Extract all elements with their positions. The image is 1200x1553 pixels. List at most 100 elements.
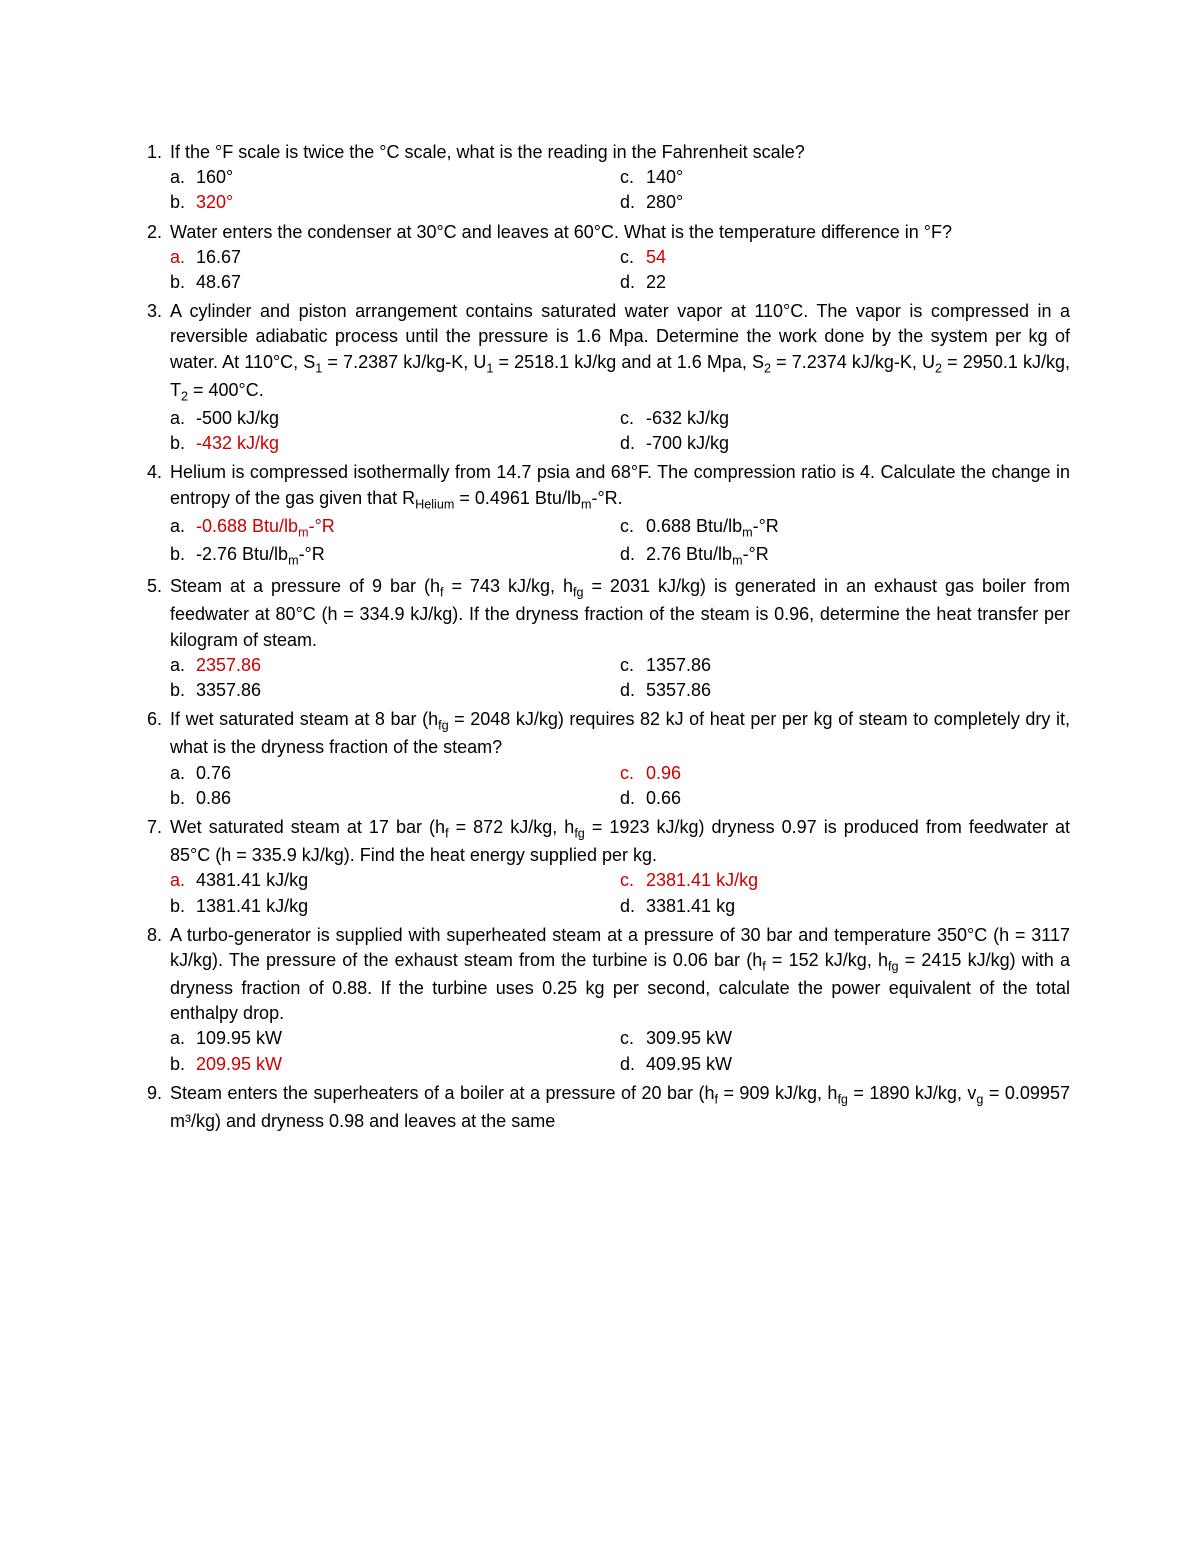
choice: c.140° bbox=[620, 165, 1070, 190]
question: 3.A cylinder and piston arrangement cont… bbox=[130, 299, 1070, 456]
question-text: Water enters the condenser at 30°C and l… bbox=[170, 220, 1070, 245]
choice: b.209.95 kW bbox=[170, 1052, 620, 1077]
choice-letter: b. bbox=[170, 431, 196, 456]
choice: c.2381.41 kJ/kg bbox=[620, 868, 1070, 893]
choice: d.280° bbox=[620, 190, 1070, 215]
choice-letter: a. bbox=[170, 514, 196, 542]
choice: c.54 bbox=[620, 245, 1070, 270]
choice-value: 48.67 bbox=[196, 270, 620, 295]
question-text: A turbo-generator is supplied with super… bbox=[170, 923, 1070, 1027]
choices: a.4381.41 kJ/kgb.1381.41 kJ/kgc.2381.41 … bbox=[170, 868, 1070, 918]
choice-letter: a. bbox=[170, 406, 196, 431]
choice: c.-632 kJ/kg bbox=[620, 406, 1070, 431]
question-number: 4. bbox=[130, 460, 170, 513]
choice-letter: a. bbox=[170, 165, 196, 190]
question-text: Steam enters the superheaters of a boile… bbox=[170, 1081, 1070, 1134]
choice-letter: b. bbox=[170, 678, 196, 703]
question-text: If wet saturated steam at 8 bar (hfg = 2… bbox=[170, 707, 1070, 760]
choices: a.-0.688 Btu/lbm-°Rb.-2.76 Btu/lbm-°Rc.0… bbox=[170, 514, 1070, 570]
choice-value: 409.95 kW bbox=[646, 1052, 1070, 1077]
question: 8.A turbo-generator is supplied with sup… bbox=[130, 923, 1070, 1077]
question: 5.Steam at a pressure of 9 bar (hf = 743… bbox=[130, 574, 1070, 703]
choice-value: 280° bbox=[646, 190, 1070, 215]
choice-letter: c. bbox=[620, 165, 646, 190]
choice: b.0.86 bbox=[170, 786, 620, 811]
choice-value: 3381.41 kg bbox=[646, 894, 1070, 919]
choice-letter: a. bbox=[170, 653, 196, 678]
question-text: If the °F scale is twice the °C scale, w… bbox=[170, 140, 1070, 165]
choice-letter: d. bbox=[620, 270, 646, 295]
choice: a.0.76 bbox=[170, 761, 620, 786]
question-number: 3. bbox=[130, 299, 170, 406]
choice: a.16.67 bbox=[170, 245, 620, 270]
question-number: 6. bbox=[130, 707, 170, 760]
question: 1.If the °F scale is twice the °C scale,… bbox=[130, 140, 1070, 216]
choice: d.0.66 bbox=[620, 786, 1070, 811]
question-number: 8. bbox=[130, 923, 170, 1027]
question-number: 7. bbox=[130, 815, 170, 868]
choice-value: 109.95 kW bbox=[196, 1026, 620, 1051]
question-text: Helium is compressed isothermally from 1… bbox=[170, 460, 1070, 513]
choice: b.-432 kJ/kg bbox=[170, 431, 620, 456]
choice-value: 0.688 Btu/lbm-°R bbox=[646, 514, 1070, 542]
question-number: 9. bbox=[130, 1081, 170, 1134]
question-text: Steam at a pressure of 9 bar (hf = 743 k… bbox=[170, 574, 1070, 653]
choice-value: -500 kJ/kg bbox=[196, 406, 620, 431]
choice-letter: b. bbox=[170, 1052, 196, 1077]
choices: a.0.76b.0.86c.0.96d.0.66 bbox=[170, 761, 1070, 811]
choice-letter: c. bbox=[620, 653, 646, 678]
choice-value: 209.95 kW bbox=[196, 1052, 620, 1077]
choice-value: 16.67 bbox=[196, 245, 620, 270]
choice: d.3381.41 kg bbox=[620, 894, 1070, 919]
choices: a.160°b.320°c.140°d.280° bbox=[170, 165, 1070, 215]
choice-letter: c. bbox=[620, 868, 646, 893]
choice: c.1357.86 bbox=[620, 653, 1070, 678]
choice: b.320° bbox=[170, 190, 620, 215]
choice-value: -2.76 Btu/lbm-°R bbox=[196, 542, 620, 570]
question-text: Wet saturated steam at 17 bar (hf = 872 … bbox=[170, 815, 1070, 868]
choice-letter: c. bbox=[620, 514, 646, 542]
choice-letter: b. bbox=[170, 190, 196, 215]
question-text: A cylinder and piston arrangement contai… bbox=[170, 299, 1070, 406]
choice: c.0.688 Btu/lbm-°R bbox=[620, 514, 1070, 542]
choice: d.22 bbox=[620, 270, 1070, 295]
choice-value: 54 bbox=[646, 245, 1070, 270]
question-number: 1. bbox=[130, 140, 170, 165]
choice-value: 320° bbox=[196, 190, 620, 215]
choice-letter: b. bbox=[170, 894, 196, 919]
choice-letter: a. bbox=[170, 245, 196, 270]
choice-letter: b. bbox=[170, 786, 196, 811]
choice-value: 0.76 bbox=[196, 761, 620, 786]
choice-letter: d. bbox=[620, 190, 646, 215]
choice-letter: d. bbox=[620, 542, 646, 570]
choice-letter: d. bbox=[620, 894, 646, 919]
choice-value: 2.76 Btu/lbm-°R bbox=[646, 542, 1070, 570]
question: 4.Helium is compressed isothermally from… bbox=[130, 460, 1070, 570]
choice-value: 4381.41 kJ/kg bbox=[196, 868, 620, 893]
question: 2.Water enters the condenser at 30°C and… bbox=[130, 220, 1070, 296]
choice-value: -632 kJ/kg bbox=[646, 406, 1070, 431]
choice-value: 309.95 kW bbox=[646, 1026, 1070, 1051]
choice: b.-2.76 Btu/lbm-°R bbox=[170, 542, 620, 570]
choice-letter: c. bbox=[620, 245, 646, 270]
choice-letter: a. bbox=[170, 868, 196, 893]
choice: a.-500 kJ/kg bbox=[170, 406, 620, 431]
choice: d.-700 kJ/kg bbox=[620, 431, 1070, 456]
choice-letter: c. bbox=[620, 761, 646, 786]
question-number: 2. bbox=[130, 220, 170, 245]
choice-value: 0.96 bbox=[646, 761, 1070, 786]
choice-letter: d. bbox=[620, 786, 646, 811]
choices: a.109.95 kWb.209.95 kWc.309.95 kWd.409.9… bbox=[170, 1026, 1070, 1076]
choice: b.1381.41 kJ/kg bbox=[170, 894, 620, 919]
question: 6.If wet saturated steam at 8 bar (hfg =… bbox=[130, 707, 1070, 811]
choice-letter: a. bbox=[170, 761, 196, 786]
question: 9.Steam enters the superheaters of a boi… bbox=[130, 1081, 1070, 1134]
choice-letter: a. bbox=[170, 1026, 196, 1051]
choice-letter: d. bbox=[620, 431, 646, 456]
choice: a.4381.41 kJ/kg bbox=[170, 868, 620, 893]
choice-value: 2357.86 bbox=[196, 653, 620, 678]
choice-value: 0.86 bbox=[196, 786, 620, 811]
choice-letter: d. bbox=[620, 678, 646, 703]
question: 7.Wet saturated steam at 17 bar (hf = 87… bbox=[130, 815, 1070, 919]
question-list: 1.If the °F scale is twice the °C scale,… bbox=[130, 140, 1070, 1134]
